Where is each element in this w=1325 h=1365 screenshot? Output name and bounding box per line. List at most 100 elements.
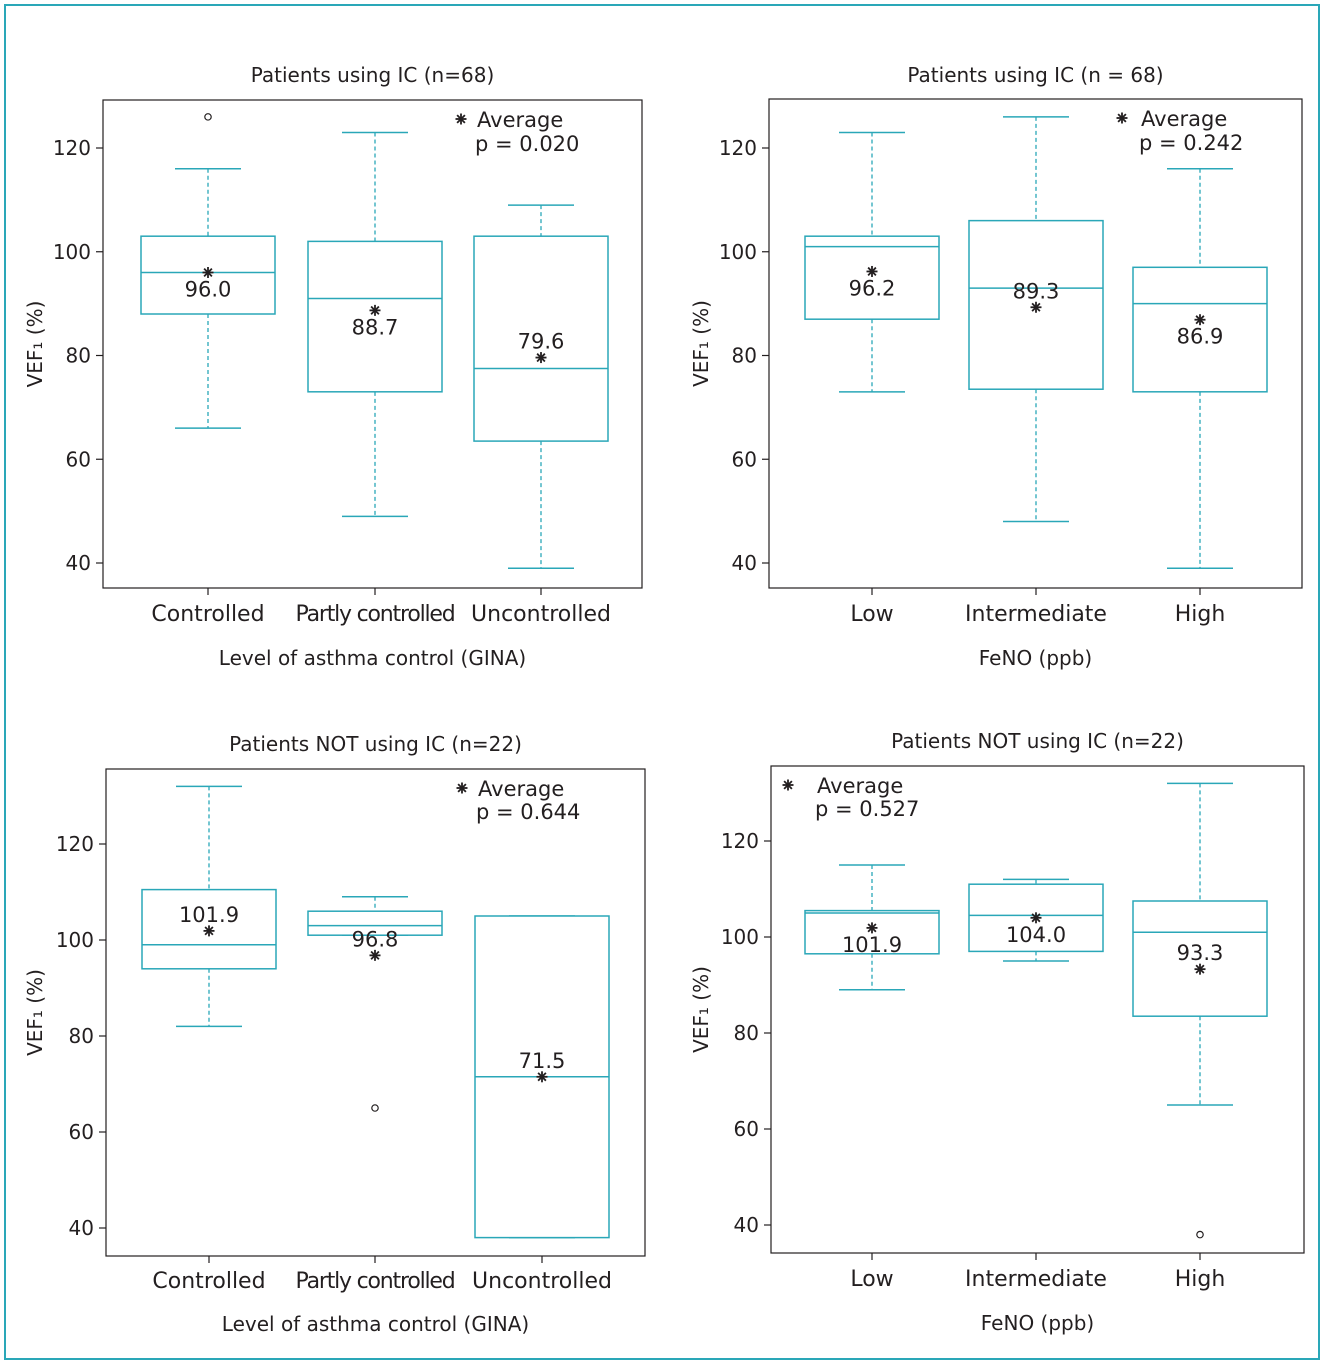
mean-value-label: 88.7	[352, 315, 399, 339]
y-tick-label: 40	[734, 1213, 759, 1237]
mean-marker	[369, 949, 381, 961]
x-tick-label: Partly controlled	[295, 1269, 454, 1294]
outlier-point	[204, 113, 212, 121]
mean-marker-stroke	[456, 114, 466, 124]
x-axis-label: FeNO (ppb)	[979, 646, 1092, 670]
y-tick-label: 40	[66, 551, 91, 575]
box-high: 93.3	[1132, 782, 1268, 1239]
y-axis-label: VEF₁ (%)	[23, 969, 47, 1056]
x-tick-label: High	[1175, 602, 1226, 627]
mean-marker	[1194, 963, 1206, 975]
chart-title: Patients using IC (n=68)	[251, 63, 495, 87]
legend-label: Average	[1141, 107, 1227, 131]
p-value-label: p = 0.020	[475, 132, 579, 156]
y-tick-label: 80	[66, 344, 91, 368]
p-value-label: p = 0.242	[1139, 131, 1243, 155]
y-tick-label: 60	[66, 447, 91, 471]
p-value-label: p = 0.527	[815, 797, 919, 821]
box-uncontrolled: 79.6	[473, 204, 609, 569]
legend-label: Average	[817, 774, 903, 798]
box-controlled: 96.0	[140, 113, 276, 429]
legend-mean-marker	[455, 113, 467, 125]
iqr-box	[804, 235, 940, 320]
mean-value-label: 101.9	[179, 903, 239, 927]
y-tick-label: 60	[732, 447, 757, 471]
x-tick-label: Uncontrolled	[472, 1269, 612, 1294]
x-tick-label: Intermediate	[965, 1267, 1107, 1292]
mean-marker-stroke	[783, 780, 793, 790]
mean-marker-stroke	[867, 923, 877, 933]
chart-title: Patients using IC (n = 68)	[907, 63, 1163, 87]
x-tick-label: High	[1175, 1267, 1226, 1292]
mean-marker-stroke	[867, 266, 877, 276]
chart-title: Patients NOT using IC (n=22)	[229, 732, 522, 756]
mean-marker-stroke	[370, 950, 380, 960]
mean-marker-stroke	[536, 353, 546, 363]
iqr-box	[307, 910, 443, 936]
box-low: 101.9	[804, 864, 940, 991]
legend-mean-marker	[782, 779, 794, 791]
mean-value-label: 96.8	[352, 927, 399, 951]
p-value-label: p = 0.644	[476, 800, 580, 824]
iqr-box	[1132, 266, 1268, 393]
y-tick-label: 60	[734, 1117, 759, 1141]
mean-marker-stroke	[537, 1072, 547, 1082]
x-tick-label: Low	[850, 1267, 893, 1292]
mean-marker	[369, 304, 381, 316]
x-tick-label: Partly controlled	[295, 602, 454, 627]
legend-label: Average	[478, 777, 564, 801]
mean-marker-stroke	[1195, 964, 1205, 974]
y-tick-label: 100	[53, 240, 91, 264]
y-tick-label: 100	[721, 925, 759, 949]
mean-marker	[1030, 301, 1042, 313]
iqr-box	[307, 240, 443, 393]
y-tick-label: 40	[69, 1216, 94, 1240]
mean-marker-stroke	[370, 305, 380, 315]
box-partly-controlled: 96.8	[307, 896, 443, 1112]
y-tick-label: 120	[721, 829, 759, 853]
x-axis-label: Level of asthma control (GINA)	[219, 646, 526, 670]
y-tick-label: 120	[719, 136, 757, 160]
mean-value-label: 104.0	[1006, 923, 1066, 947]
y-tick-label: 100	[56, 928, 94, 952]
mean-value-label: 96.0	[185, 278, 232, 302]
mean-marker-stroke	[1031, 302, 1041, 312]
outlier-point	[371, 1104, 379, 1112]
mean-marker-stroke	[1031, 913, 1041, 923]
mean-marker	[1030, 912, 1042, 924]
mean-marker	[866, 922, 878, 934]
mean-value-label: 86.9	[1177, 325, 1224, 349]
x-tick-label: Low	[850, 602, 893, 627]
x-axis-label: Level of asthma control (GINA)	[222, 1312, 529, 1336]
chart-panel-3: Patients NOT using IC (n=22) 40 60 80 100 120…	[23, 732, 646, 1336]
legend-mean-marker	[1116, 112, 1128, 124]
mean-marker	[203, 925, 215, 937]
y-axis-label: VEF₁ (%)	[689, 966, 713, 1053]
y-tick-label: 100	[719, 240, 757, 264]
mean-marker	[536, 1071, 548, 1083]
y-axis-label: VEF₁ (%)	[23, 301, 47, 388]
x-tick-label: Uncontrolled	[471, 602, 611, 627]
box-partly-controlled: 88.7	[307, 131, 443, 518]
y-tick-label: 120	[56, 832, 94, 856]
chart-panel-2: Patients using IC (n = 68) 40 60 80 100 120 VE…	[689, 63, 1303, 670]
mean-marker	[1194, 314, 1206, 326]
chart-panel-1: Patients using IC (n=68) 40 60 80 100 120 VEF₁…	[23, 63, 643, 670]
chart-panel-4: Patients NOT using IC (n=22) 40 60 80 100 120…	[689, 729, 1305, 1335]
mean-marker	[535, 352, 547, 364]
mean-marker-stroke	[457, 783, 467, 793]
box-intermediate: 104.0	[968, 878, 1104, 962]
box-intermediate: 89.3	[968, 116, 1104, 523]
plot-area-frame	[770, 765, 1305, 1254]
mean-value-label: 79.6	[518, 330, 565, 354]
legend-label: Average	[477, 108, 563, 132]
mean-value-label: 96.2	[849, 276, 896, 300]
box-high: 86.9	[1132, 168, 1268, 569]
y-tick-label: 80	[69, 1024, 94, 1048]
y-tick-label: 60	[69, 1120, 94, 1144]
chart-title: Patients NOT using IC (n=22)	[891, 729, 1184, 753]
x-tick-label: Controlled	[151, 602, 264, 627]
